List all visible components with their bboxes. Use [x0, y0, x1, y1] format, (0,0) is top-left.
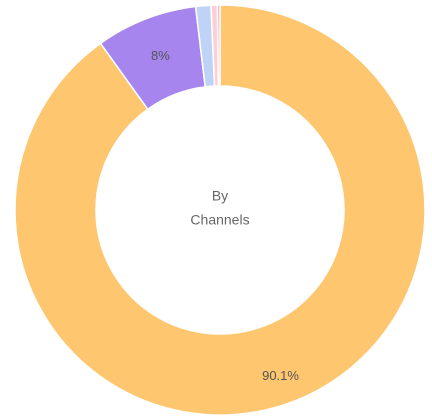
donut-data-label-0: 90.1% [262, 368, 299, 383]
donut-slices [14, 4, 426, 416]
center-label-line-2: Channels [190, 212, 249, 228]
donut-slice-4[interactable] [216, 4, 221, 87]
donut-data-label-1: 8% [151, 48, 170, 63]
donut-slice-0[interactable] [14, 4, 426, 416]
center-label-line-1: By [212, 188, 228, 204]
donut-data-labels: 90.1% 8% [151, 48, 299, 383]
